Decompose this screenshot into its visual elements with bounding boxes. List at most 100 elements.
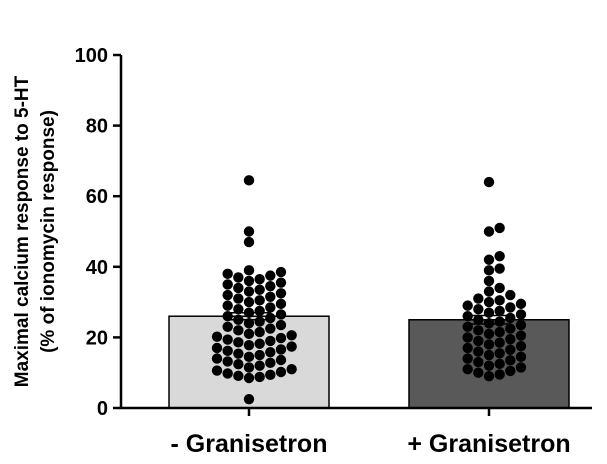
data-point	[473, 293, 484, 304]
data-point	[233, 370, 244, 382]
data-point	[243, 372, 255, 384]
data-point	[483, 226, 495, 237]
y-axis-title-line-1: Maximal calcium response to 5-HT	[12, 75, 33, 387]
data-point	[462, 321, 473, 333]
data-point	[473, 325, 484, 336]
data-point	[483, 360, 495, 371]
data-point	[515, 341, 527, 352]
data-point	[286, 330, 297, 341]
data-point	[222, 300, 233, 311]
data-point	[265, 281, 276, 292]
data-point	[222, 311, 233, 322]
data-point	[243, 351, 255, 363]
data-point	[233, 282, 244, 294]
data-point	[473, 303, 484, 315]
y-tick-label: 60	[86, 186, 108, 208]
data-point	[483, 339, 495, 350]
data-point	[494, 222, 505, 234]
data-point	[494, 305, 505, 317]
data-point	[243, 286, 255, 297]
data-point	[265, 312, 276, 324]
data-point	[515, 351, 527, 363]
data-point	[286, 363, 297, 375]
data-point	[515, 362, 527, 373]
data-point	[265, 323, 276, 334]
x-tick-label: + Granisetron	[407, 430, 570, 458]
data-point	[243, 362, 255, 373]
data-point	[254, 305, 265, 317]
data-point	[483, 275, 495, 287]
data-point	[483, 349, 495, 361]
y-tick-label: 20	[86, 327, 108, 349]
data-point	[233, 314, 244, 325]
data-point	[265, 270, 276, 281]
data-point	[515, 298, 527, 310]
data-point	[494, 358, 505, 370]
data-point	[243, 296, 255, 308]
data-point	[473, 314, 484, 325]
ticks-layer: 0 20 40 60 80 100	[75, 45, 491, 420]
y-axis-title-line-2: (% of ionomycin response)	[38, 110, 59, 353]
data-point	[254, 371, 265, 383]
data-point	[243, 318, 255, 329]
data-point	[515, 330, 527, 341]
data-point	[275, 319, 287, 331]
data-point	[222, 268, 233, 280]
data-point	[222, 356, 233, 367]
data-point	[462, 311, 473, 322]
data-point	[243, 265, 255, 276]
data-point	[222, 289, 233, 301]
data-point	[275, 288, 287, 299]
data-point	[515, 309, 527, 320]
axes-layer	[119, 55, 592, 410]
data-point	[483, 265, 495, 276]
data-point	[275, 266, 287, 278]
data-point	[233, 325, 244, 336]
data-point	[462, 300, 473, 311]
y-tick-label: 0	[97, 398, 108, 420]
data-point	[254, 360, 265, 371]
data-point	[494, 282, 505, 294]
data-point	[254, 295, 265, 306]
data-point	[222, 321, 233, 333]
data-point	[505, 344, 516, 355]
data-point	[243, 226, 255, 237]
data-point	[275, 309, 287, 320]
data-point	[275, 366, 287, 378]
data-point	[265, 335, 276, 347]
data-point	[505, 289, 516, 301]
data-point	[494, 251, 505, 262]
data-point	[222, 368, 233, 379]
data-point	[243, 307, 255, 318]
x-tick-label: - Granisetron	[171, 430, 328, 458]
data-point	[494, 337, 505, 348]
data-point	[275, 332, 287, 344]
labels-layer: - Granisetron + Granisetron Maximal calciu…	[12, 75, 571, 458]
data-point	[254, 326, 265, 338]
data-point	[254, 284, 265, 295]
data-point	[483, 296, 495, 308]
data-point	[222, 279, 233, 290]
data-point	[494, 295, 505, 306]
data-point	[483, 307, 495, 318]
data-point	[505, 302, 516, 313]
data-point	[275, 344, 287, 355]
data-point	[233, 303, 244, 315]
data-point	[211, 342, 223, 354]
data-point	[462, 342, 473, 354]
data-point	[275, 277, 287, 288]
data-point	[483, 328, 495, 340]
data-point	[243, 328, 255, 340]
y-tick-label: 40	[86, 257, 108, 279]
data-point	[275, 298, 287, 310]
data-point	[483, 318, 495, 329]
data-point	[483, 371, 495, 382]
data-point	[494, 369, 505, 380]
data-point	[505, 365, 516, 377]
data-point	[483, 176, 495, 188]
data-point	[473, 367, 484, 378]
data-point	[222, 345, 233, 357]
data-point	[462, 353, 473, 364]
data-point	[473, 356, 484, 368]
data-point	[473, 346, 484, 357]
